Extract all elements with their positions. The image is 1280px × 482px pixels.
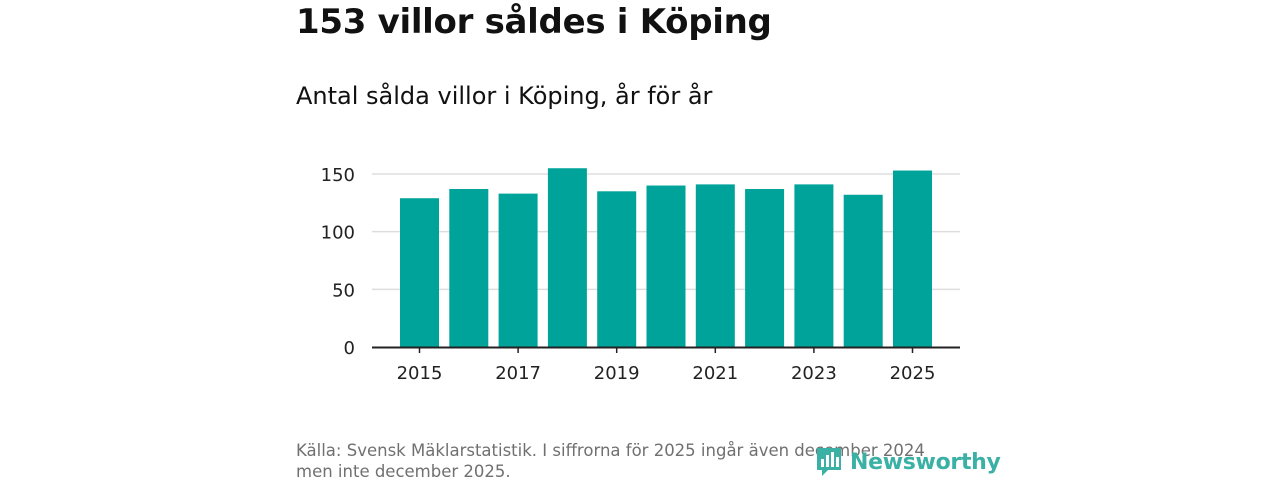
y-tick-label: 0 (344, 338, 355, 359)
bar-2024 (843, 194, 883, 347)
x-tick-label: 2021 (692, 363, 738, 384)
x-tick-label: 2017 (495, 363, 541, 384)
bar-2016 (449, 188, 489, 347)
x-tick-label: 2019 (594, 363, 640, 384)
brand-name: Newsworthy (850, 449, 1001, 475)
bar-2017 (498, 193, 538, 347)
bar-2022 (745, 188, 785, 347)
y-tick-label: 150 (321, 165, 355, 186)
source-note: Källa: Svensk Mäklarstatistik. I siffror… (296, 441, 925, 481)
x-tick-label: 2023 (791, 363, 837, 384)
brand-logo: Newsworthy (814, 445, 1001, 479)
axes: 0 50 100 150 2015 2017 2019 2021 2023 2025 (321, 165, 960, 384)
chart-subtitle: Antal sålda villor i Köping, år för år (296, 82, 713, 110)
bar-2015 (400, 198, 439, 347)
bar-2020 (646, 185, 686, 347)
bar-2018 (547, 168, 587, 347)
bars (400, 168, 932, 347)
newsworthy-logo-icon (817, 448, 841, 476)
bar-2025 (893, 170, 932, 347)
x-tick-label: 2025 (890, 363, 936, 384)
y-tick-label: 50 (332, 280, 355, 301)
y-tick-label: 100 (321, 223, 355, 244)
bar-2021 (695, 184, 735, 347)
chart-title: 153 villor såldes i Köping (296, 2, 772, 42)
x-tick-label: 2015 (397, 363, 443, 384)
bar-2019 (597, 191, 637, 347)
bar-2023 (794, 184, 834, 347)
